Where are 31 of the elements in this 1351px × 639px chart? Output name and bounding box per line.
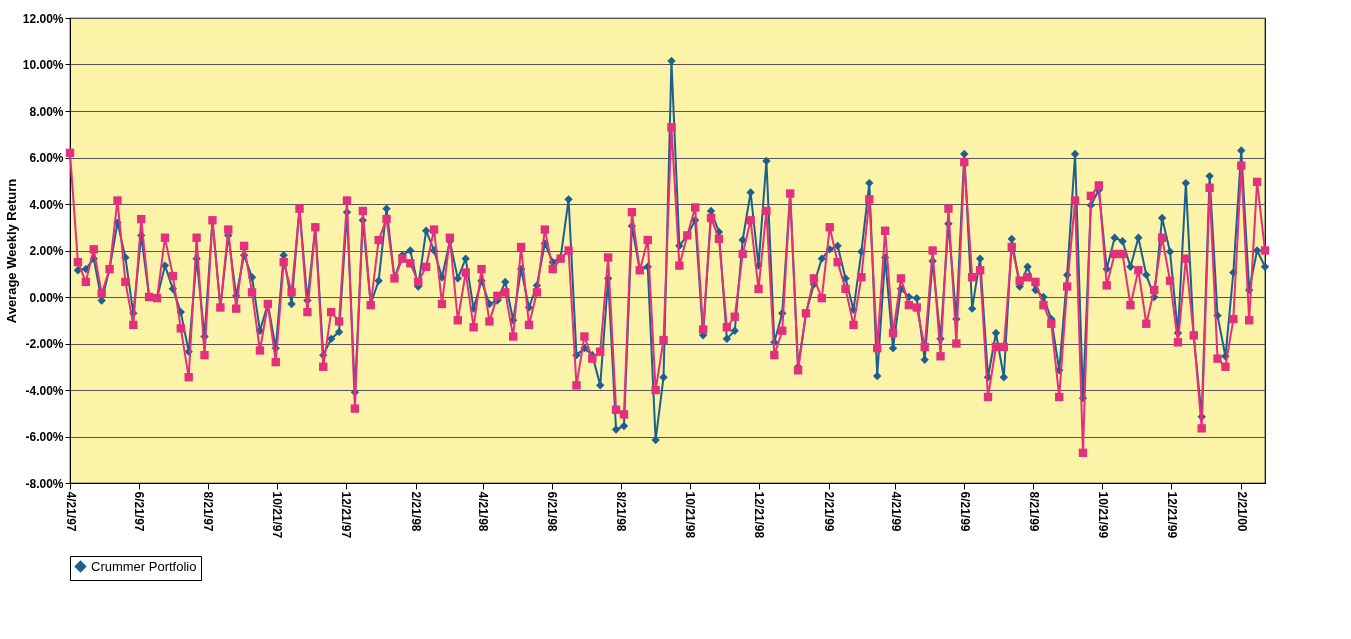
y-tick-label: -2.00%: [25, 337, 64, 351]
x-tick-label: 6/21/97: [132, 491, 147, 532]
x-tick-label: 4/21/99: [888, 491, 903, 532]
x-tick-label: 2/21/98: [409, 491, 424, 532]
x-tick-label: 8/21/99: [1026, 491, 1041, 532]
x-tick-label: 12/21/98: [752, 491, 767, 539]
y-tick-label: 12.00%: [22, 11, 64, 26]
x-tick-label: 12/21/97: [339, 491, 354, 539]
y-tick-label: -6.00%: [25, 430, 64, 444]
y-tick-label: -4.00%: [25, 383, 64, 398]
x-tick-label: 10/21/99: [1095, 491, 1110, 539]
x-tick-label: 6/21/98: [545, 491, 560, 532]
x-tick-label: 8/21/98: [614, 491, 629, 532]
y-tick-label: -8.00%: [25, 476, 64, 491]
y-tick-label: 0.00%: [29, 290, 64, 305]
x-tick-label: 4/21/97: [63, 491, 78, 532]
x-tick-label: 10/21/97: [270, 491, 285, 539]
legend-label: Crummer Portfolio: [91, 558, 197, 574]
y-tick-label: 4.00%: [29, 197, 64, 212]
y-tick-label: 8.00%: [29, 104, 64, 119]
y-tick-label: 10.00%: [22, 58, 64, 72]
x-tick-label: 10/21/98: [683, 491, 698, 539]
x-tick-label: 4/21/98: [476, 491, 491, 532]
x-tick-label: 8/21/97: [201, 491, 216, 532]
y-tick-label: 2.00%: [29, 244, 64, 258]
x-tick-label: 6/21/99: [957, 491, 972, 532]
x-tick-label: 2/21/99: [822, 491, 837, 532]
x-tick-label: 2/21/00: [1234, 491, 1249, 532]
x-tick-label: 12/21/99: [1164, 491, 1179, 539]
y-tick-label: 6.00%: [29, 151, 64, 165]
y-axis-title: Average Weekly Return: [3, 178, 19, 324]
